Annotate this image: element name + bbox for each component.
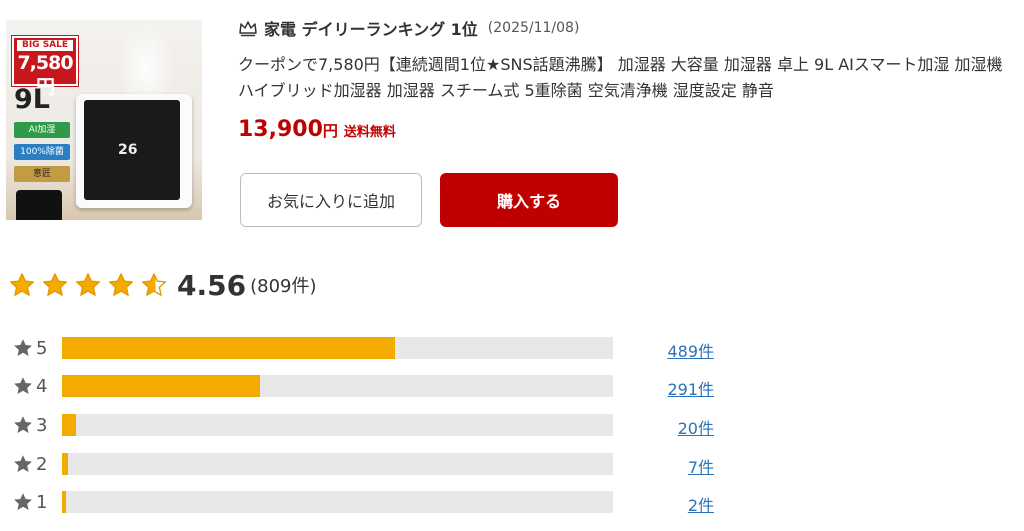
- rating-row-count-link[interactable]: 20件: [677, 419, 714, 438]
- rating-bar-track: [62, 375, 613, 397]
- sale-badge-price: 7,580円: [17, 52, 73, 98]
- rating-bar-track: [62, 337, 613, 359]
- rating-row-2: 2 7件: [12, 452, 732, 477]
- crown-icon: [239, 21, 257, 37]
- rating-bar-fill: [62, 453, 68, 475]
- rating-row-stars: 3: [36, 414, 48, 436]
- rating-row-3: 3 20件: [12, 413, 732, 438]
- rating-row-count-link[interactable]: 7件: [687, 458, 714, 477]
- rating-average: 4.56: [177, 268, 247, 302]
- steam-graphic: [116, 20, 176, 100]
- rating-bar-fill: [62, 337, 396, 359]
- rating-summary: 4.56 (809件): [8, 265, 317, 305]
- star-icon: [14, 377, 32, 394]
- rating-row-stars: 2: [36, 453, 48, 475]
- rating-row-5: 5 489件: [12, 336, 732, 361]
- star-icon: [14, 455, 32, 472]
- product-image[interactable]: BIG SALE 7,580円 9L AI加湿 100%除菌 意匠 26: [6, 20, 202, 220]
- rating-bar-track: [62, 453, 613, 475]
- ai-tag: AI加湿: [14, 122, 70, 138]
- rating-row-label: 4: [12, 374, 47, 398]
- rating-bar-fill: [62, 491, 66, 513]
- rating-row-label: 5: [12, 336, 47, 360]
- capacity-text: 9L: [14, 84, 50, 115]
- star-icon: [14, 339, 32, 356]
- ranking-date: (2025/11/08): [487, 20, 580, 36]
- rating-row-stars: 1: [36, 491, 48, 513]
- humidifier-display: 26: [84, 100, 180, 200]
- rating-row-stars: 5: [36, 337, 48, 359]
- star-icon: [14, 493, 32, 510]
- star-half-icon: [141, 273, 167, 296]
- add-to-favorites-button[interactable]: お気に入りに追加: [240, 173, 422, 227]
- star-full-icon: [75, 273, 101, 296]
- star-full-icon: [9, 273, 35, 296]
- design-tag: 意匠: [14, 166, 70, 182]
- rating-row-stars: 4: [36, 375, 48, 397]
- rating-stars: [8, 271, 173, 299]
- rating-bar-fill: [62, 414, 76, 436]
- price-value: 13,900: [238, 117, 323, 142]
- rating-row-4: 4 291件: [12, 374, 732, 399]
- rating-bar-track: [62, 414, 613, 436]
- sale-badge: BIG SALE 7,580円: [12, 36, 78, 98]
- rating-row-count-link[interactable]: 2件: [687, 496, 714, 515]
- star-full-icon: [108, 273, 134, 296]
- rating-row-1: 1 2件: [12, 490, 732, 515]
- rating-row-label: 2: [12, 452, 47, 476]
- star-icon: [14, 416, 32, 433]
- rating-row-label: 1: [12, 490, 47, 514]
- humidifier-graphic: 26: [76, 94, 192, 208]
- rating-bar-fill: [62, 375, 261, 397]
- product-title[interactable]: クーポンで7,580円【連続週間1位★SNS話題沸騰】 加湿器 大容量 加湿器 …: [238, 55, 1003, 100]
- star-full-icon: [42, 273, 68, 296]
- rating-row-label: 3: [12, 413, 47, 437]
- rating-bar-track: [62, 491, 613, 513]
- shipping-label: 送料無料: [343, 125, 396, 140]
- buy-button[interactable]: 購入する: [440, 173, 618, 227]
- sterilization-tag: 100%除菌: [14, 144, 70, 160]
- ranking-line: 家電 デイリーランキング 1位 (2025/11/08): [238, 16, 579, 40]
- price-block: 13,900円 送料無料: [238, 117, 396, 142]
- price-unit: 円: [322, 122, 338, 140]
- display-readout: 26: [118, 142, 138, 158]
- rating-count: (809件): [250, 276, 317, 297]
- rating-row-count-link[interactable]: 489件: [667, 342, 714, 361]
- remote-graphic: [16, 190, 62, 220]
- ranking-label: 家電 デイリーランキング 1位: [264, 20, 478, 39]
- rating-row-count-link[interactable]: 291件: [667, 380, 714, 399]
- sale-badge-label: BIG SALE: [17, 40, 73, 51]
